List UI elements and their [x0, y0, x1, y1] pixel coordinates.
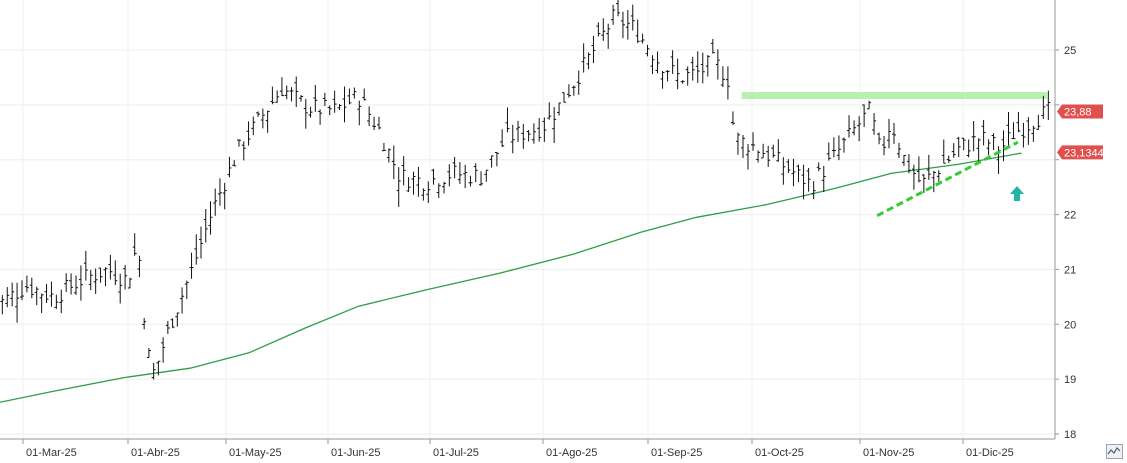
x-tick-label: 01-Oct-25	[755, 447, 804, 459]
support-trendline	[876, 140, 1019, 217]
y-tick-label: 25	[1064, 45, 1076, 57]
x-tick-label: 01-Jul-25	[433, 447, 479, 459]
ma-price-tag	[1057, 145, 1103, 160]
x-tick-label: 01-Nov-25	[863, 447, 914, 459]
x-tick-label: 01-Ago-25	[546, 447, 597, 459]
resistance-band	[741, 91, 1047, 99]
resistance-layer	[741, 91, 1047, 99]
moving-average-layer	[0, 152, 1022, 403]
last-price-label: 23,88	[1064, 106, 1092, 118]
x-tick-label: 01-Sep-25	[651, 447, 702, 459]
moving-average-line	[0, 152, 1022, 403]
x-tick-label: 01-Jun-25	[331, 447, 381, 459]
y-tick-label: 18	[1064, 429, 1076, 441]
last-price-tag	[1057, 104, 1103, 119]
up-arrow-icon	[1010, 186, 1024, 201]
x-tick-label: 01-Mar-25	[26, 447, 77, 459]
y-tick-label: 22	[1064, 210, 1076, 222]
x-tick-label: 01-Dic-25	[966, 447, 1014, 459]
x-tick-label: 01-Abr-25	[131, 447, 180, 459]
x-tick-label: 01-May-25	[229, 447, 282, 459]
y-tick-label: 19	[1064, 374, 1076, 386]
x-axis-strip	[0, 440, 1127, 462]
ma-price-label: 23,1344	[1064, 147, 1104, 159]
trendline-layer	[876, 140, 1024, 217]
y-tick-label: 21	[1064, 264, 1076, 276]
ohlc-bars-layer	[0, 0, 1051, 380]
grid-layer	[0, 0, 1055, 439]
y-tick-label: 20	[1064, 319, 1076, 331]
chart-wave-icon[interactable]	[1106, 444, 1123, 459]
